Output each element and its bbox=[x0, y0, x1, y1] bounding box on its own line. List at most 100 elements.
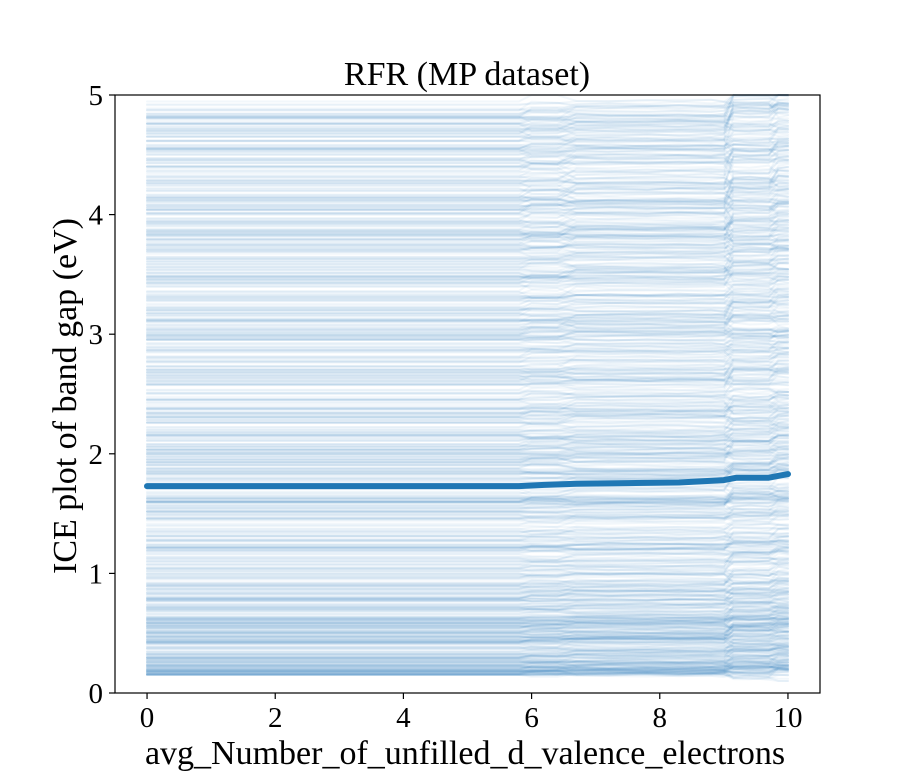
ice-line bbox=[146, 644, 789, 658]
ice-line bbox=[146, 137, 789, 157]
ice-line bbox=[146, 511, 789, 521]
ice-line bbox=[146, 356, 789, 364]
ice-line bbox=[146, 545, 789, 552]
ice-line bbox=[146, 549, 789, 569]
ice-line bbox=[146, 549, 789, 563]
ice-line bbox=[146, 403, 789, 426]
ice-line bbox=[146, 319, 789, 336]
ice-line bbox=[146, 617, 789, 627]
ice-line bbox=[146, 137, 789, 156]
ice-line bbox=[146, 631, 789, 639]
ice-line bbox=[146, 491, 789, 509]
ice-line bbox=[146, 137, 789, 150]
ice-line bbox=[146, 187, 789, 206]
ice-line bbox=[146, 146, 789, 158]
ice-line bbox=[146, 523, 789, 552]
ice-line bbox=[146, 646, 789, 655]
ice-line bbox=[146, 663, 789, 670]
ice-line bbox=[146, 614, 789, 624]
ice-line bbox=[146, 293, 789, 299]
ice-line bbox=[146, 109, 789, 132]
ice-line bbox=[146, 275, 789, 286]
ice-line bbox=[146, 559, 789, 567]
ice-line bbox=[146, 382, 789, 387]
ice-line bbox=[146, 363, 789, 373]
ice-line bbox=[146, 225, 789, 236]
ice-line bbox=[146, 465, 789, 474]
ice-line bbox=[146, 494, 789, 500]
ice-line bbox=[146, 510, 789, 520]
ice-line bbox=[146, 584, 789, 597]
ice-line bbox=[146, 205, 789, 212]
ice-line bbox=[146, 647, 789, 656]
ice-line bbox=[146, 94, 789, 128]
ice-line bbox=[146, 367, 789, 389]
ice-line bbox=[146, 165, 789, 195]
ice-line bbox=[146, 580, 789, 599]
ice-line bbox=[146, 417, 789, 429]
ice-line bbox=[146, 496, 789, 506]
ice-line bbox=[146, 667, 789, 676]
ice-line bbox=[146, 93, 789, 130]
ice-line bbox=[146, 652, 789, 659]
ice-line bbox=[146, 652, 789, 670]
ice-line bbox=[146, 400, 789, 416]
ice-line bbox=[146, 346, 789, 372]
ice-line bbox=[146, 373, 789, 384]
ice-line bbox=[146, 644, 789, 654]
ice-line bbox=[146, 561, 789, 571]
ice-line bbox=[146, 220, 789, 228]
ice-line bbox=[146, 388, 789, 395]
ice-line bbox=[146, 431, 789, 436]
ice-line bbox=[146, 245, 789, 265]
ice-line bbox=[146, 643, 789, 655]
ice-line bbox=[146, 666, 789, 679]
ice-line bbox=[146, 627, 789, 643]
ice-line bbox=[146, 111, 789, 127]
ice-line bbox=[146, 329, 789, 341]
ice-line bbox=[146, 538, 789, 547]
ice-lines bbox=[146, 93, 789, 682]
ice-line bbox=[146, 649, 789, 663]
ice-line bbox=[146, 333, 789, 341]
ice-line bbox=[146, 587, 789, 596]
ice-line bbox=[146, 345, 789, 354]
ice-line bbox=[146, 432, 789, 443]
ice-line bbox=[146, 197, 789, 215]
ice-line bbox=[146, 623, 789, 631]
ice-line bbox=[146, 457, 789, 474]
ice-line bbox=[146, 429, 789, 440]
ice-line bbox=[146, 369, 789, 387]
ice-line bbox=[146, 604, 789, 617]
ice-line bbox=[146, 329, 789, 345]
ice-line bbox=[146, 377, 789, 385]
ice-line bbox=[146, 564, 789, 583]
ice-line bbox=[146, 450, 789, 459]
ice-line bbox=[146, 262, 789, 270]
ice-line bbox=[146, 198, 789, 220]
ice-line bbox=[146, 443, 789, 451]
ice-line bbox=[146, 258, 789, 283]
ice-line bbox=[146, 178, 789, 196]
chart-title: RFR (MP dataset) bbox=[344, 56, 590, 93]
ice-line bbox=[146, 189, 789, 212]
ice-line bbox=[146, 140, 789, 162]
ice-line bbox=[146, 589, 789, 594]
ice-line bbox=[146, 507, 789, 523]
ice-line bbox=[146, 439, 789, 451]
ice-line bbox=[146, 304, 789, 314]
ice-line bbox=[146, 419, 789, 428]
ice-line bbox=[146, 645, 789, 656]
ice-line bbox=[146, 343, 789, 352]
ice-line bbox=[146, 495, 789, 505]
ice-line bbox=[146, 657, 789, 666]
x-tick-label: 4 bbox=[396, 702, 411, 734]
ice-line bbox=[146, 239, 789, 281]
ice-line bbox=[146, 407, 789, 415]
ice-line bbox=[146, 624, 789, 637]
ice-line bbox=[146, 651, 789, 669]
ice-line bbox=[146, 500, 789, 515]
ice-line bbox=[146, 512, 789, 519]
ice-line bbox=[146, 404, 789, 418]
ice-line bbox=[146, 625, 789, 634]
